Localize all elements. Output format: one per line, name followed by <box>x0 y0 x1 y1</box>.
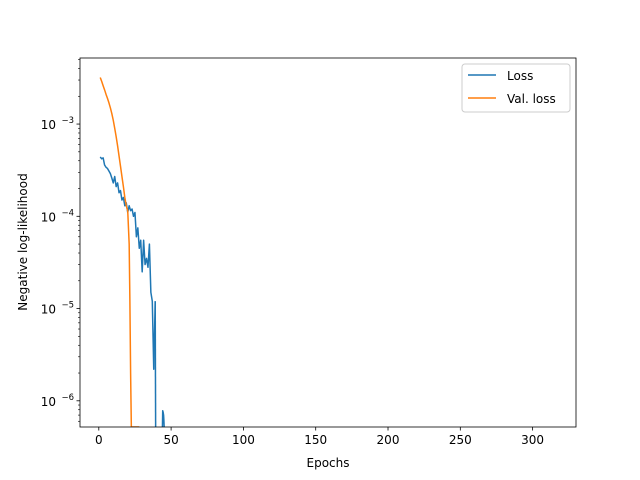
y-tick-label: 10 <box>41 303 56 317</box>
x-tick-label: 50 <box>163 433 178 447</box>
legend: Loss Val. loss <box>461 63 571 113</box>
x-axis: 0 50 100 150 200 250 300 <box>95 427 544 447</box>
x-tick-label: 200 <box>377 433 400 447</box>
legend-box <box>461 63 571 113</box>
x-tick-label: 300 <box>521 433 544 447</box>
series-layer <box>99 77 165 427</box>
y-tick-base: 10 <box>41 118 56 132</box>
x-tick-label: 0 <box>95 433 103 447</box>
series-line-val-loss <box>99 77 140 427</box>
legend-label-loss: Loss <box>507 69 533 83</box>
y-tick-exponent: −5 <box>61 301 74 311</box>
x-tick-label: 100 <box>232 433 255 447</box>
x-tick-label: 150 <box>304 433 327 447</box>
x-tick-label: 250 <box>449 433 472 447</box>
x-axis-label: Epochs <box>307 456 350 470</box>
plot-frame <box>79 57 577 428</box>
y-tick-exponent: −3 <box>61 116 74 126</box>
y-tick-label: 10 <box>41 210 56 224</box>
y-tick-base: 10 <box>41 210 56 224</box>
y-tick-label: 10 <box>41 395 56 409</box>
y-tick-base: 10 <box>41 303 56 317</box>
series-line-loss <box>161 410 165 427</box>
y-axis: 10 −6 10 −5 10 −4 10 −3 <box>41 59 80 422</box>
y-tick-exponent: −6 <box>61 393 74 403</box>
legend-label-val-loss: Val. loss <box>507 92 556 106</box>
y-tick-exponent: −4 <box>61 208 74 218</box>
y-axis-label: Negative log-likelihood <box>16 173 30 310</box>
y-tick-label: 10 <box>41 118 56 132</box>
y-tick-base: 10 <box>41 395 56 409</box>
